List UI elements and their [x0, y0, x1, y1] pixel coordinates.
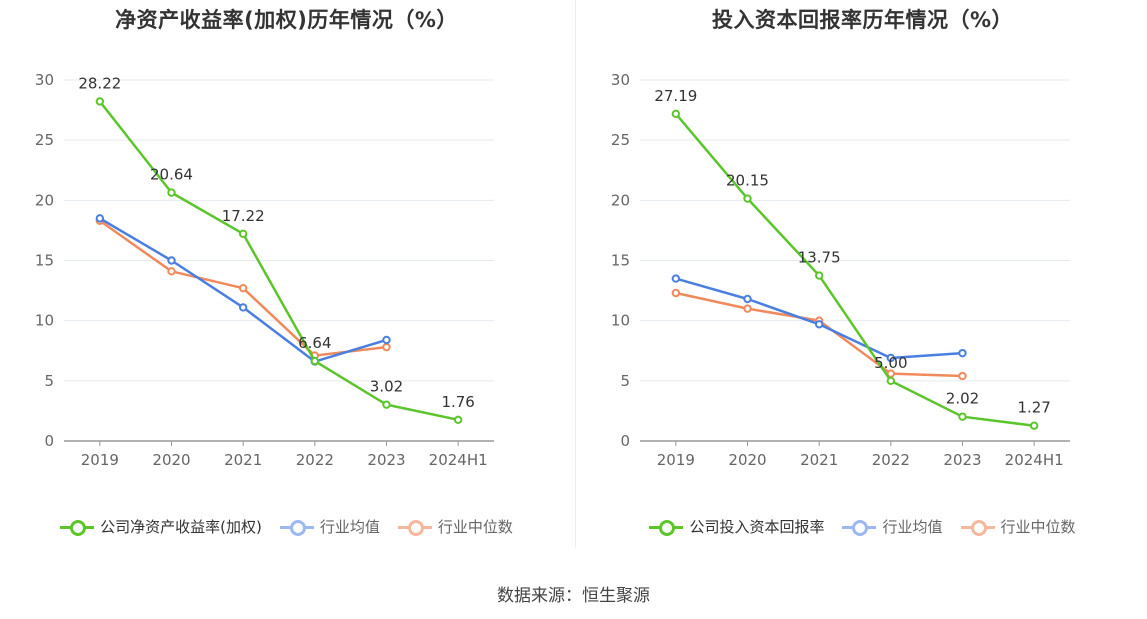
legend-label-industry-median: 行业中位数	[1000, 518, 1076, 536]
chart-title: 净资产收益率(加权)历年情况（%）	[115, 8, 458, 32]
y-tick-label: 30	[611, 71, 630, 89]
roe-chart-panel: 净资产收益率(加权)历年情况（%） 0 5 10 15 20 25 30 2019 2020 20…	[0, 0, 573, 560]
chart-legend: 公司净资产收益率(加权) 行业均值 行业中位数	[0, 516, 573, 537]
legend-label-company: 公司投入资本回报率	[689, 518, 825, 536]
legend-item-company[interactable]: 公司投入资本回报率	[649, 516, 824, 537]
data-point-company[interactable]	[958, 412, 967, 421]
legend-marker-industry-average	[279, 519, 314, 536]
chart-legend: 公司投入资本回报率 行业均值 行业中位数	[576, 516, 1147, 537]
x-tick-label: 2020	[728, 451, 766, 469]
y-tick-label: 0	[44, 432, 54, 450]
data-point-company[interactable]	[1029, 421, 1039, 430]
roic-chart-panel: 投入资本回报率历年情况（%） 0 5 10 15 20 25 30 2019 2020 2021 2…	[576, 0, 1147, 560]
data-point-industry-average[interactable]	[238, 303, 248, 312]
data-point-industry-average[interactable]	[958, 348, 967, 358]
data-label: 6.64	[298, 334, 331, 352]
data-label: 2.02	[946, 390, 979, 408]
data-label: 17.22	[222, 207, 265, 225]
data-point-industry-median[interactable]	[743, 304, 752, 313]
x-tick-label: 2020	[152, 451, 190, 469]
data-point-industry-average[interactable]	[743, 294, 752, 304]
data-point-company[interactable]	[95, 97, 105, 106]
panel-divider	[575, 0, 576, 548]
data-point-company[interactable]	[453, 415, 463, 425]
data-label: 27.19	[654, 87, 697, 105]
y-tick-label: 10	[611, 312, 630, 330]
data-label: 20.64	[150, 166, 193, 184]
y-tick-label: 25	[611, 131, 630, 149]
legend-marker-company	[649, 519, 684, 536]
data-label: 20.15	[726, 172, 769, 190]
y-tick-label: 0	[620, 432, 630, 450]
legend-marker-industry-median	[960, 519, 995, 536]
series-line-company	[674, 113, 1035, 427]
data-point-industry-average[interactable]	[814, 320, 824, 329]
legend-marker-industry-average	[842, 519, 877, 536]
data-point-industry-average[interactable]	[382, 335, 391, 345]
data-point-company[interactable]	[743, 194, 752, 203]
data-label: 1.27	[1017, 399, 1050, 417]
y-tick-label: 15	[611, 252, 630, 270]
legend-label-industry-average: 行业均值	[882, 518, 943, 536]
legend-item-industry-median[interactable]: 行业中位数	[397, 516, 513, 537]
data-point-company[interactable]	[814, 271, 824, 280]
data-label: 13.75	[798, 249, 841, 267]
x-tick-label: 2019	[657, 451, 695, 469]
data-point-company[interactable]	[167, 188, 176, 197]
data-point-industry-median[interactable]	[671, 288, 681, 298]
y-tick-label: 5	[620, 372, 630, 390]
x-tick-label: 2022	[872, 451, 910, 469]
y-tick-label: 5	[44, 372, 54, 390]
data-point-industry-average[interactable]	[167, 256, 176, 265]
data-label: 3.02	[370, 378, 403, 396]
legend-item-industry-average[interactable]: 行业均值	[842, 516, 943, 537]
roe-line-chart: 0 5 10 15 20 25 30 2019 2020 2021 2022 2023 2024H1 28…	[35, 71, 494, 469]
y-tick-label: 25	[35, 131, 54, 149]
x-tick-label: 2023	[367, 451, 405, 469]
data-point-industry-average[interactable]	[95, 214, 105, 223]
legend-label-industry-average: 行业均值	[319, 518, 380, 536]
legend-item-industry-median[interactable]: 行业中位数	[960, 516, 1076, 537]
data-point-industry-median[interactable]	[167, 267, 176, 276]
y-tick-label: 15	[35, 252, 54, 270]
data-point-industry-average[interactable]	[886, 353, 896, 363]
y-tick-label: 10	[35, 312, 54, 330]
data-point-industry-average[interactable]	[671, 274, 681, 283]
x-tick-label: 2023	[943, 451, 981, 469]
data-source-note: 数据来源：恒生聚源	[497, 586, 650, 606]
x-tick-label: 2021	[224, 451, 262, 469]
x-tick-label: 2022	[296, 451, 334, 469]
data-point-company[interactable]	[886, 376, 896, 386]
data-label: 1.76	[441, 393, 474, 411]
x-tick-label: 2019	[81, 451, 119, 469]
legend-label-company: 公司净资产收益率(加权)	[100, 518, 262, 536]
y-tick-label: 20	[611, 191, 630, 209]
data-point-industry-median[interactable]	[238, 283, 248, 293]
series-line-company	[98, 100, 459, 422]
data-label: 5.00	[874, 354, 907, 372]
chart-title: 投入资本回报率历年情况（%）	[711, 8, 1014, 32]
x-tick-label: 2021	[800, 451, 838, 469]
legend-item-industry-average[interactable]: 行业均值	[279, 516, 380, 537]
x-tick-label: 2024H1	[429, 451, 488, 469]
data-point-industry-median[interactable]	[958, 371, 967, 381]
legend-label-industry-median: 行业中位数	[437, 518, 513, 536]
roic-line-chart: 0 5 10 15 20 25 30 2019 2020 2021 2022 2023 2024H1 27…	[611, 71, 1070, 469]
data-label: 28.22	[78, 74, 121, 92]
legend-marker-company	[60, 519, 95, 536]
y-tick-label: 20	[35, 191, 54, 209]
data-point-company[interactable]	[382, 400, 391, 409]
y-tick-label: 30	[35, 71, 54, 89]
data-point-company[interactable]	[310, 356, 320, 366]
legend-item-company[interactable]: 公司净资产收益率(加权)	[60, 516, 262, 537]
legend-marker-industry-median	[397, 519, 432, 536]
data-point-industry-median[interactable]	[382, 342, 391, 352]
x-tick-label: 2024H1	[1005, 451, 1064, 469]
data-point-company[interactable]	[671, 109, 681, 119]
data-point-company[interactable]	[238, 229, 248, 238]
series-line-industry-median	[675, 291, 963, 378]
